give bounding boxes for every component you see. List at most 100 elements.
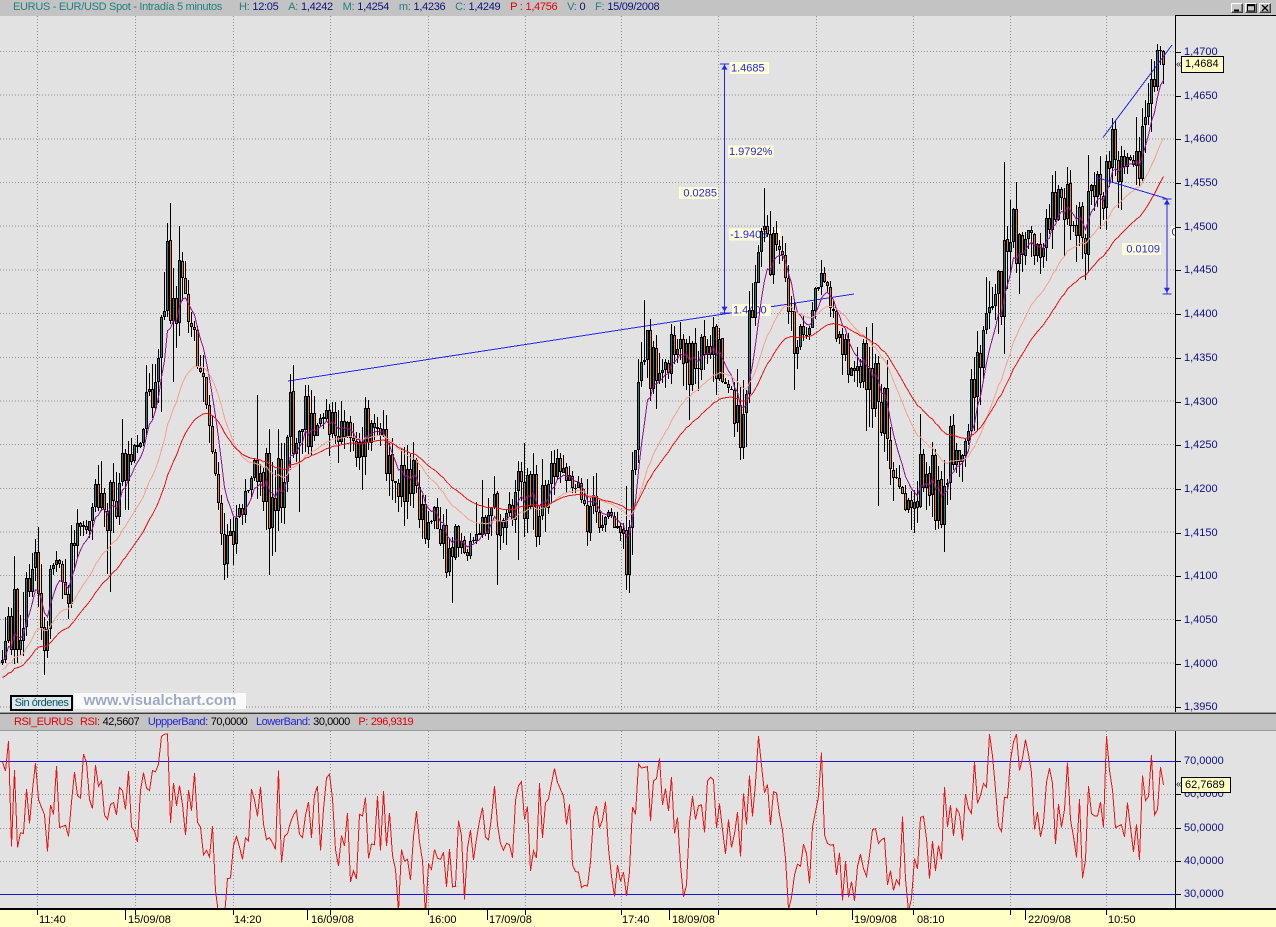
trendline-steep xyxy=(1102,44,1173,138)
candle xyxy=(487,498,490,540)
last-price-box: 1,4684 xyxy=(1181,56,1224,74)
candle xyxy=(70,525,73,608)
price-axis-tick xyxy=(1176,270,1181,272)
candle xyxy=(79,522,82,536)
rsi-axis[interactable]: 70,0000 60,0000 50,0000 40,0000 30,0000 xyxy=(1175,731,1276,909)
candle xyxy=(919,414,922,508)
price-axis-label: 1,4050 xyxy=(1184,613,1218,626)
candle xyxy=(289,374,292,470)
quote-label-m-max: M: xyxy=(342,1,355,13)
candle xyxy=(139,442,142,448)
candle xyxy=(235,505,238,554)
candle xyxy=(1039,233,1042,274)
candle xyxy=(793,299,796,390)
last-price-value: 1,4684 xyxy=(1185,58,1219,71)
candle xyxy=(28,564,31,597)
candle xyxy=(1036,243,1039,262)
price-axis-label: 1,4200 xyxy=(1184,482,1218,495)
candle xyxy=(349,416,352,452)
chart-titlebar[interactable]: EURUS - EUR/USD Spot - Intradía 5 minuto… xyxy=(0,0,1276,15)
candle xyxy=(970,369,973,436)
candle xyxy=(1060,187,1063,210)
time-axis-label: 19/09/08 xyxy=(854,914,897,926)
candle xyxy=(208,395,211,443)
measure-label: 0.0109 xyxy=(1126,244,1160,256)
price-axis-tick xyxy=(1176,663,1181,665)
candle xyxy=(181,252,184,301)
candle xyxy=(22,592,25,656)
candle xyxy=(16,588,19,663)
time-tick xyxy=(330,910,331,915)
candle xyxy=(355,432,358,467)
candle xyxy=(1024,232,1027,265)
candle xyxy=(238,504,241,518)
candle xyxy=(193,321,196,341)
candle xyxy=(466,549,469,561)
time-axis-label: 11:40 xyxy=(39,914,66,926)
time-axis-label: 16/09/08 xyxy=(311,914,354,926)
rsi-axis-tick xyxy=(1176,760,1181,762)
candle xyxy=(460,533,463,554)
candle xyxy=(403,447,406,526)
measure-label: 0.0285 xyxy=(683,188,717,200)
candle xyxy=(853,361,856,382)
candle xyxy=(439,507,442,546)
candle xyxy=(340,401,343,444)
candle xyxy=(1120,146,1123,210)
time-axis-label: 18/09/08 xyxy=(672,914,715,926)
candle xyxy=(610,508,613,518)
candle xyxy=(940,471,943,528)
candle xyxy=(133,444,136,463)
candle xyxy=(250,476,253,498)
candle xyxy=(226,524,229,578)
candle xyxy=(988,281,991,329)
candle xyxy=(1048,204,1051,234)
candle xyxy=(568,466,571,481)
candle xyxy=(646,330,649,378)
rsi-bottom-border xyxy=(0,908,1276,910)
candle xyxy=(1096,171,1099,207)
candle xyxy=(472,537,475,543)
candle xyxy=(658,353,661,384)
candle xyxy=(598,500,601,533)
candle xyxy=(154,364,157,410)
rsi-fields: RSI: 42,5607 UppperBand: 70,0000 LowerBand… xyxy=(14,716,414,728)
quote-label-c: C: xyxy=(455,1,466,13)
candle xyxy=(454,524,457,560)
quote-value-v: 0 xyxy=(579,1,586,13)
candle xyxy=(1117,151,1120,208)
candle xyxy=(292,365,295,458)
candle xyxy=(499,514,502,550)
maximize-button[interactable] xyxy=(1245,3,1257,13)
close-button[interactable] xyxy=(1259,3,1271,13)
candle xyxy=(85,520,88,534)
time-axis[interactable]: 11:40 15/09/08 14:20 16/09/08 16:00 17/09/08 1… xyxy=(0,910,1276,927)
price-axis-tick xyxy=(1176,226,1181,228)
candle xyxy=(451,537,454,603)
rsi-titlebar[interactable]: RSI_EURUS RSI: 42,5607 UppperBand: 70,0000… xyxy=(0,714,1276,731)
quote-label-m-min: m: xyxy=(398,1,411,13)
candle xyxy=(673,326,676,364)
candle xyxy=(433,506,436,529)
candle xyxy=(523,443,526,537)
quote-value-f: 15/09/2008 xyxy=(607,1,660,13)
time-tick xyxy=(718,910,719,915)
rsi-axis-tick xyxy=(1176,827,1181,829)
candle xyxy=(556,449,559,479)
rsi-plot[interactable] xyxy=(0,731,1176,909)
candle xyxy=(730,386,733,390)
rsi-upperband-label: UppperBand: xyxy=(147,716,208,728)
candle xyxy=(688,336,691,420)
measure-label: 0 xyxy=(1172,227,1177,239)
time-axis-label: 17:40 xyxy=(622,914,650,926)
price-axis[interactable]: 1,4700 1,4650 1,4600 1,4550 1,4500 1,4450 1,44… xyxy=(1175,15,1276,713)
candle xyxy=(310,390,313,455)
candle xyxy=(175,286,178,348)
price-axis-tick xyxy=(1176,445,1181,447)
candle xyxy=(43,617,46,675)
minimize-button[interactable] xyxy=(1231,3,1243,13)
candle xyxy=(604,516,607,532)
candle xyxy=(907,498,910,513)
candle xyxy=(1021,232,1024,272)
